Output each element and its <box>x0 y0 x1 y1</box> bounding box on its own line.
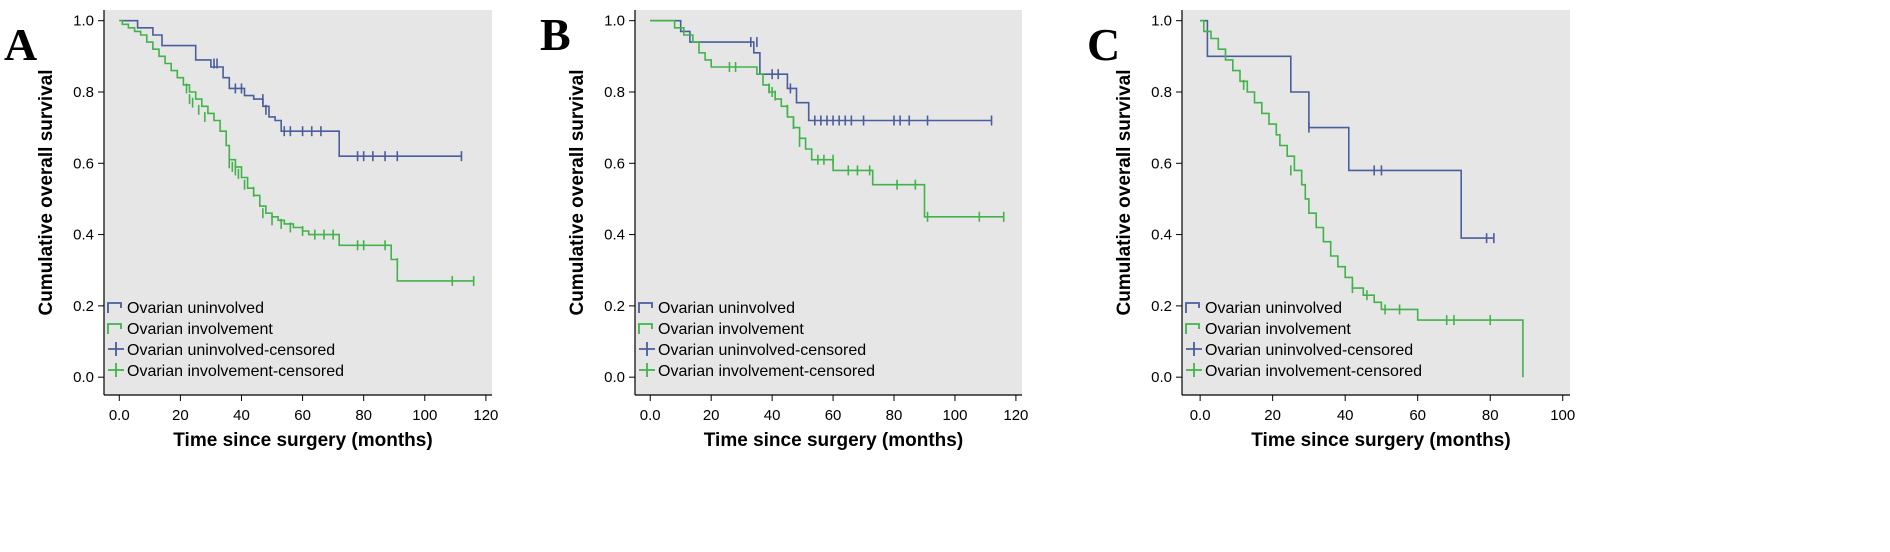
y-tick-label: 0.8 <box>1151 84 1172 101</box>
y-tick-label: 0.8 <box>604 84 625 101</box>
y-axis-title: Cumulative overall survival <box>567 69 588 315</box>
legend-step-icon <box>107 302 122 313</box>
legend-step-icon <box>638 323 653 334</box>
legend-label: Ovarian involvement <box>127 321 273 338</box>
legend-label: Ovarian uninvolved-censored <box>1205 342 1413 359</box>
x-tick-label: 60 <box>1409 407 1426 424</box>
x-axis-title: Time since surgery (months) <box>704 430 963 451</box>
plot-area <box>635 10 1022 395</box>
legend-label: Ovarian uninvolved <box>658 300 795 317</box>
plot-area <box>1182 10 1570 395</box>
y-tick-label: 0.0 <box>1151 369 1172 386</box>
y-tick-label: 0.0 <box>73 369 94 386</box>
y-axis-title: Cumulative overall survival <box>36 69 57 315</box>
panel-letter: B <box>540 9 571 60</box>
series-line-involvement <box>119 19 474 282</box>
x-axis-title: Time since surgery (months) <box>173 430 432 451</box>
y-tick-label: 0.6 <box>1151 155 1172 172</box>
panel-a: A 0.0 0.2 0.4 0.6 0.8 1.0 0.0 20 40 60 80 100 120 Time… <box>4 10 498 451</box>
x-axis-title: Time since surgery (months) <box>1251 430 1510 451</box>
legend-label: Ovarian involvement-censored <box>1205 363 1422 380</box>
legend-label: Ovarian uninvolved <box>127 300 264 317</box>
legend-label: Ovarian involvement <box>658 321 804 338</box>
y-tick-label: 0.2 <box>604 298 625 315</box>
legend-censor-icon <box>1186 342 1202 356</box>
series-line-uninvolved <box>119 19 462 157</box>
panel-letter: A <box>4 19 37 70</box>
y-tick-label: 0.2 <box>73 298 94 315</box>
legend-censor-icon <box>639 363 655 377</box>
legend-step-icon <box>1185 323 1200 334</box>
y-axis-title: Cumulative overall survival <box>1114 69 1135 315</box>
y-tick-label: 0.8 <box>73 84 94 101</box>
y-tick-label: 1.0 <box>1151 13 1172 30</box>
x-tick-label: 20 <box>1264 407 1281 424</box>
y-tick-label: 0.2 <box>1151 298 1172 315</box>
x-tick-label: 40 <box>233 407 250 424</box>
legend-censor-icon <box>108 342 124 356</box>
x-tick-label: 100 <box>412 407 437 424</box>
x-tick-label: 60 <box>825 407 842 424</box>
x-tick-label: 0.0 <box>640 407 661 424</box>
plot-area <box>104 10 492 395</box>
x-tick-label: 0.0 <box>1190 407 1211 424</box>
legend-label: Ovarian uninvolved-censored <box>658 342 866 359</box>
legend-step-icon <box>638 302 653 313</box>
legend-censor-icon <box>108 363 124 377</box>
x-tick-label: 80 <box>886 407 903 424</box>
x-tick-label: 20 <box>703 407 720 424</box>
x-tick-label: 40 <box>764 407 781 424</box>
x-tick-label: 40 <box>1337 407 1354 424</box>
legend-label: Ovarian uninvolved-censored <box>127 342 335 359</box>
x-tick-label: 0.0 <box>109 407 130 424</box>
y-tick-label: 0.0 <box>604 369 625 386</box>
legend-censor-icon <box>1186 363 1202 377</box>
legend-label: Ovarian involvement <box>1205 321 1351 338</box>
x-tick-label: 80 <box>355 407 372 424</box>
x-tick-label: 100 <box>1550 407 1575 424</box>
y-tick-label: 0.4 <box>1151 227 1172 244</box>
series-line-uninvolved <box>1200 19 1494 239</box>
series-line-uninvolved <box>650 19 992 122</box>
legend-label: Ovarian involvement-censored <box>127 363 344 380</box>
x-tick-label: 60 <box>294 407 311 424</box>
panel-letter: C <box>1087 19 1120 70</box>
y-tick-label: 0.6 <box>73 155 94 172</box>
legend-censor-icon <box>639 342 655 356</box>
x-tick-label: 20 <box>172 407 189 424</box>
legend-label: Ovarian involvement-censored <box>658 363 875 380</box>
panel-b: B 0.0 0.2 0.4 0.6 0.8 1.0 0.0 20 40 60 80 100 120 Time… <box>540 9 1028 451</box>
x-tick-label: 80 <box>1482 407 1499 424</box>
x-tick-label: 100 <box>942 407 967 424</box>
y-tick-label: 0.4 <box>604 227 625 244</box>
x-tick-label: 120 <box>473 407 498 424</box>
y-tick-label: 1.0 <box>604 13 625 30</box>
x-tick-label: 120 <box>1003 407 1028 424</box>
legend-label: Ovarian uninvolved <box>1205 300 1342 317</box>
panel-c: C 0.0 0.2 0.4 0.6 0.8 1.0 0.0 20 40 60 80 100 Time si… <box>1087 10 1575 451</box>
y-tick-label: 0.4 <box>73 227 94 244</box>
series-line-involvement <box>1200 19 1524 378</box>
legend-step-icon <box>1185 302 1200 313</box>
legend-step-icon <box>107 323 122 334</box>
y-tick-label: 1.0 <box>73 13 94 30</box>
y-tick-label: 0.6 <box>604 155 625 172</box>
